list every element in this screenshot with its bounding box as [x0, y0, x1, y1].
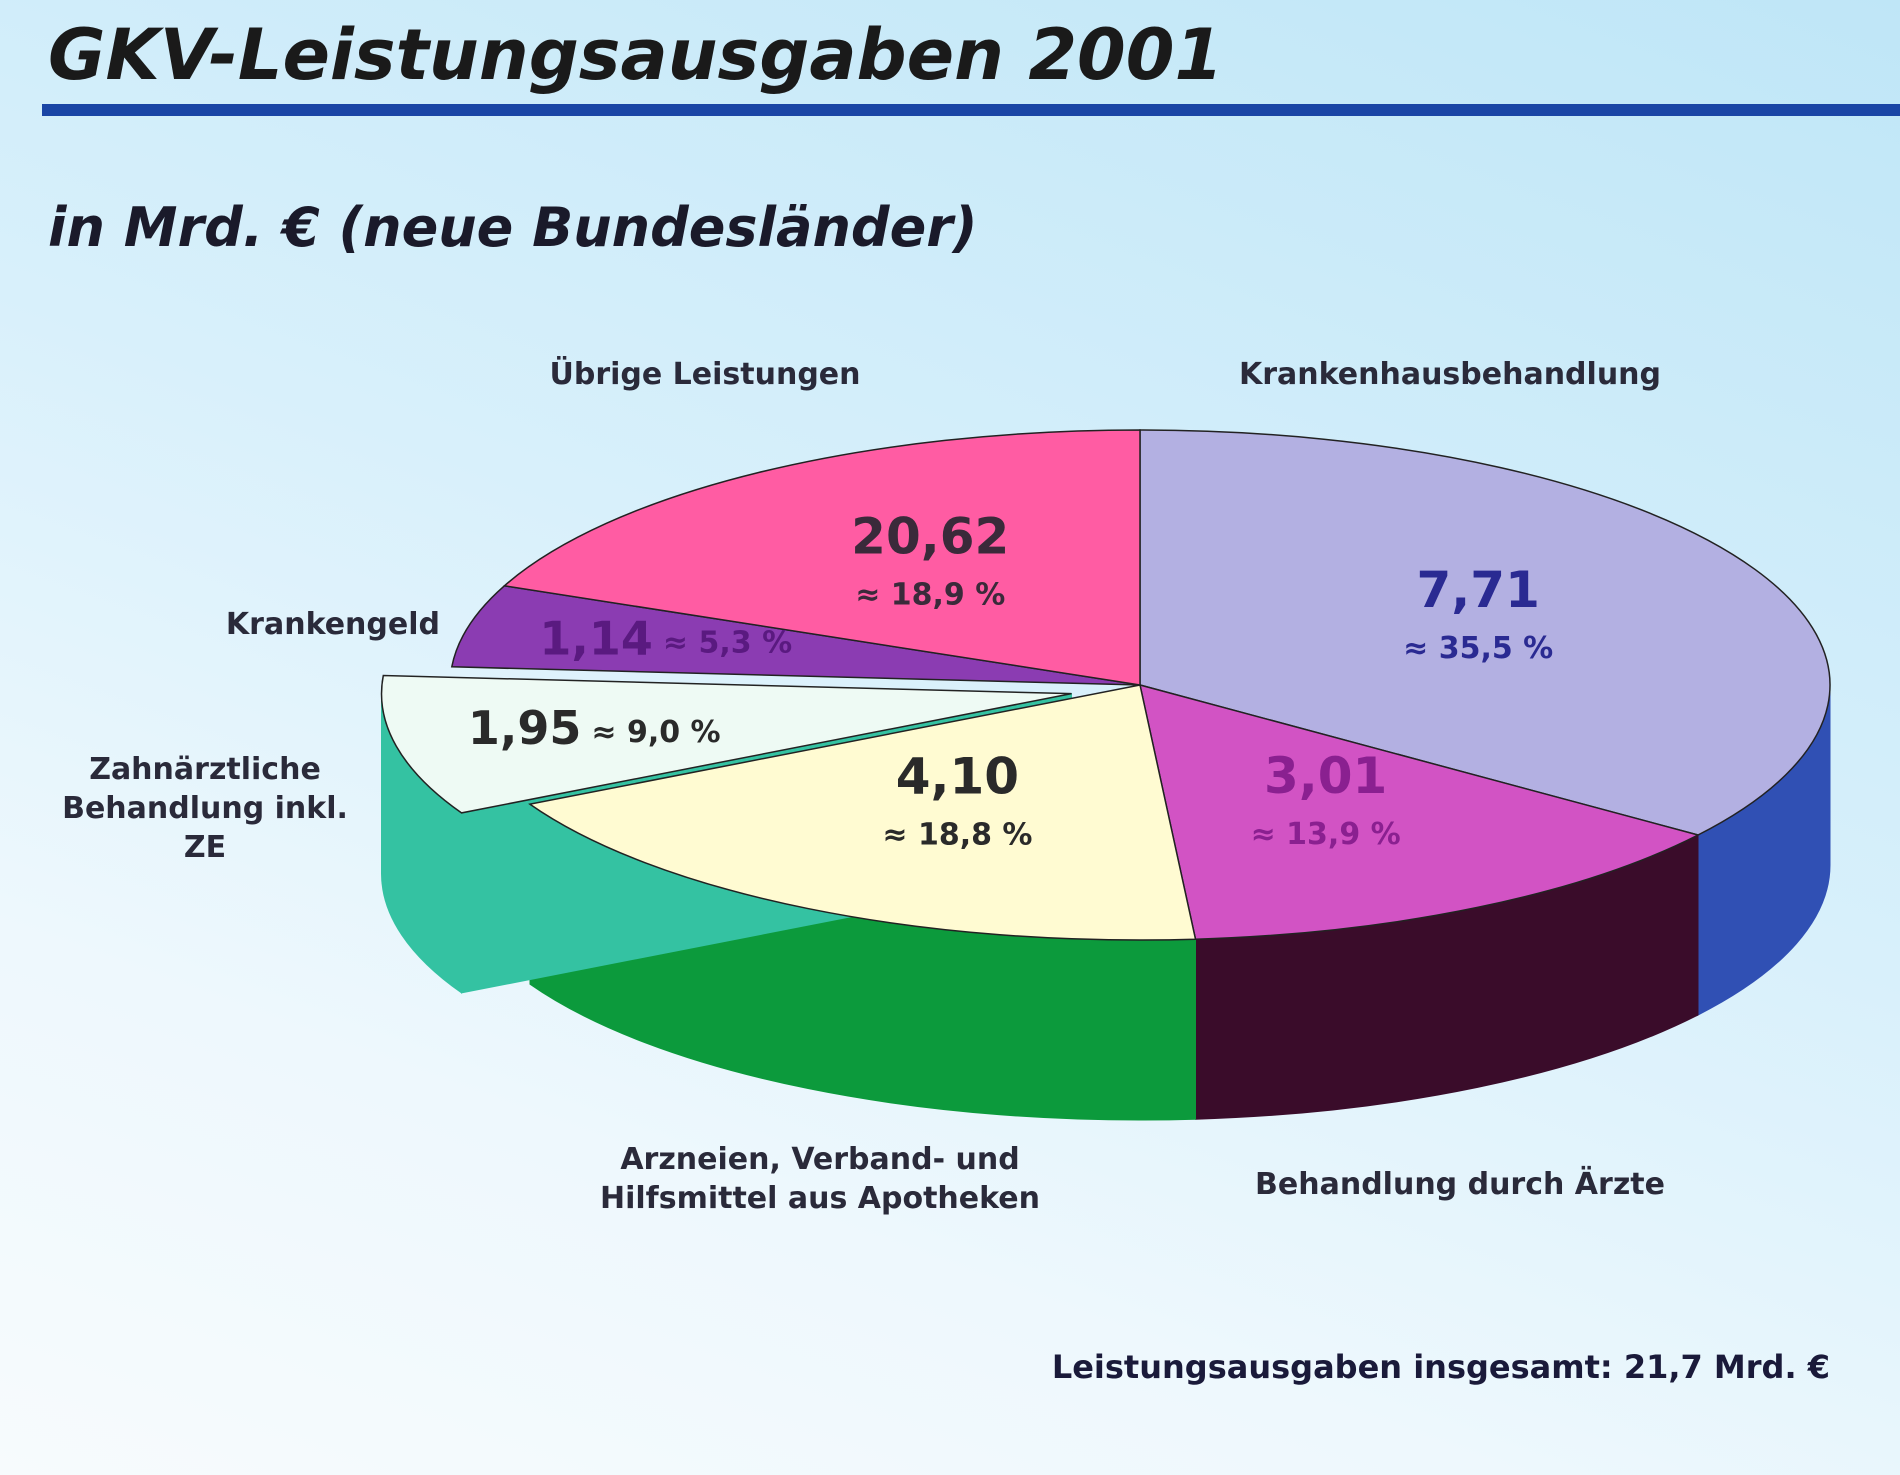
slice	[1139, 683, 1701, 940]
percent-label: ≈ 9,0 %	[591, 715, 720, 750]
percent-label: ≈ 13,9 %	[1251, 817, 1401, 852]
chart-subtitle: in Mrd. € (neue Bundesländer)	[48, 196, 978, 259]
percent-label: ≈ 35,5 %	[1403, 631, 1553, 666]
percent-label: ≈ 18,8 %	[882, 817, 1032, 852]
slice	[450, 585, 1141, 686]
value-label: 4,10	[896, 747, 1019, 805]
category-label: Krankenhausbehandlung	[1238, 357, 1662, 392]
value-label: 1,95	[468, 701, 582, 755]
category-label: Übrige Leistungen	[549, 357, 861, 392]
category-label: Behandlung durch Ärzte	[1255, 1167, 1665, 1202]
category-label: Arzneien, Verband- und Hilfsmittel aus A…	[600, 1142, 1040, 1216]
slice	[380, 674, 1072, 814]
percent-label: ≈ 5,3 %	[663, 626, 792, 661]
slice	[1139, 429, 1831, 836]
value-label: 3,01	[1264, 747, 1387, 805]
chart-title: GKV-Leistungsausgaben 2001	[48, 14, 1224, 96]
percent-label: ≈ 18,9 %	[855, 578, 1005, 613]
value-label: 7,71	[1417, 561, 1540, 619]
total-note: Leistungsausgaben insgesamt: 21,7 Mrd. €	[1051, 1348, 1830, 1386]
value-label: 1,14	[539, 612, 653, 666]
category-label: Krankengeld	[225, 607, 440, 642]
category-label: Zahnärztliche Behandlung inkl. ZE	[62, 752, 348, 865]
slice	[528, 684, 1197, 941]
value-label: 20,62	[851, 508, 1009, 566]
title-rule	[42, 104, 1900, 116]
slice	[502, 429, 1141, 686]
